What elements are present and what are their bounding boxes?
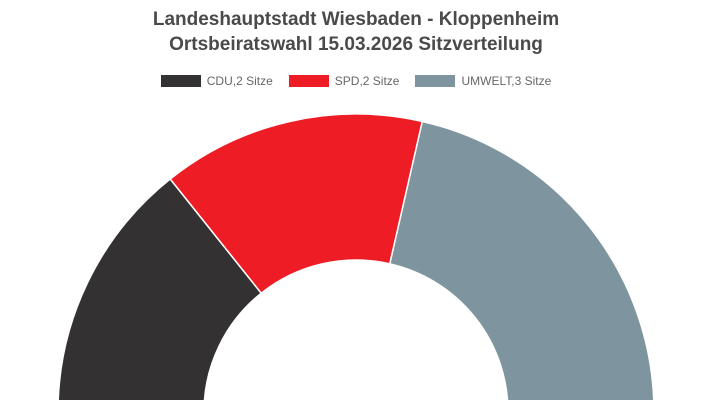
arc-umwelt[interactable] [388,120,655,400]
chart-subtitle: Ortsbeiratswahl 15.03.2026 Sitzverteilun… [169,34,543,55]
legend-swatch-cdu [160,75,201,87]
chart-title: Landeshauptstadt Wiesbaden - Kloppenheim [152,9,560,30]
legend-label-cdu: CDU,2 Sitze [206,74,273,88]
legend-label-umwelt: UMWELT,3 Sitze [461,74,552,88]
legend-item-spd[interactable]: SPD,2 Sitze [288,74,400,88]
legend-item-cdu[interactable]: CDU,2 Sitze [160,74,273,88]
legend-swatch-spd [288,75,329,87]
legend: CDU,2 Sitze SPD,2 Sitze UMWELT,3 Sitze [0,74,712,88]
arc-cdu[interactable] [57,177,263,400]
arc-group [57,113,655,400]
arc-spd[interactable] [169,113,424,295]
legend-label-spd: SPD,2 Sitze [334,74,400,88]
legend-swatch-umwelt [415,75,456,87]
legend-item-umwelt[interactable]: UMWELT,3 Sitze [415,74,551,88]
